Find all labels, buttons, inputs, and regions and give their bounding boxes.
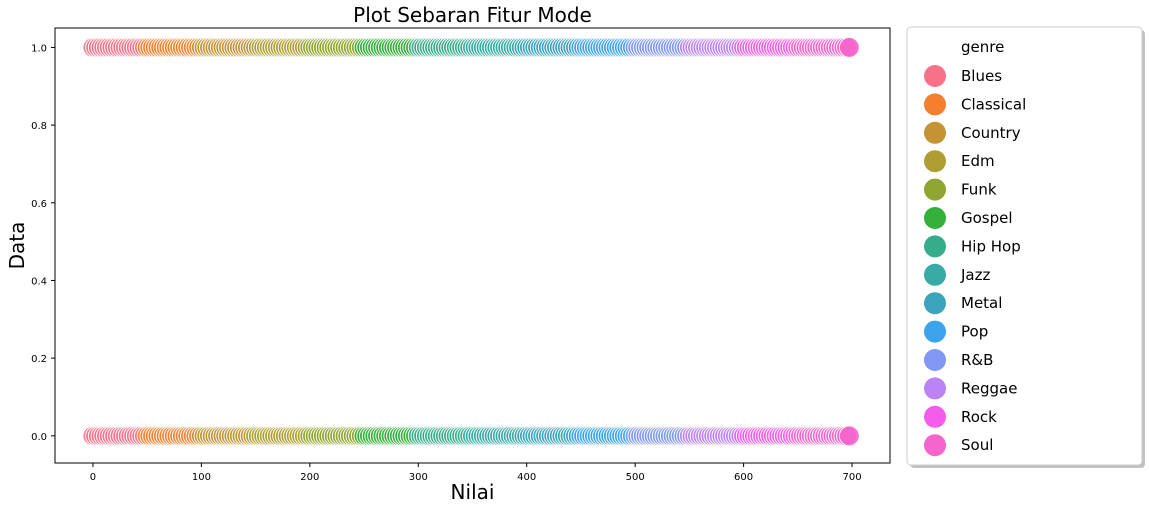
y-axis: 0.0 0.2 0.4 0.6 0.8 1.0 xyxy=(31,43,55,443)
legend-marker xyxy=(924,150,946,173)
legend-marker xyxy=(924,434,946,457)
legend-label: R&B xyxy=(961,351,993,369)
legend-marker xyxy=(924,263,946,286)
legend-title: genre xyxy=(961,38,1004,56)
legend-item: Blues xyxy=(924,65,1002,87)
legend-item: Hip Hop xyxy=(924,235,1021,258)
legend-label: Blues xyxy=(961,67,1002,85)
legend-item: Reggae xyxy=(924,377,1017,400)
legend-item: Jazz xyxy=(924,263,990,286)
legend-item: Funk xyxy=(924,178,997,201)
legend-label: Pop xyxy=(961,323,988,341)
x-axis-label: Nilai xyxy=(451,480,495,504)
y-tick-label: 1.0 xyxy=(31,43,47,54)
x-tick-label: 100 xyxy=(192,472,211,483)
plot-area xyxy=(54,27,891,464)
legend-item: Pop xyxy=(924,320,988,343)
legend-label: Hip Hop xyxy=(961,237,1021,255)
legend-marker xyxy=(924,121,946,144)
legend-marker xyxy=(924,65,946,87)
legend-item: Gospel xyxy=(924,207,1013,229)
legend-item: R&B xyxy=(924,349,993,371)
y-tick-label: 0.4 xyxy=(31,276,47,287)
x-tick-label: 200 xyxy=(300,472,319,483)
scatter-point xyxy=(838,425,860,447)
legend-marker xyxy=(924,405,946,428)
y-tick-label: 0.0 xyxy=(31,432,47,443)
legend-item: Edm xyxy=(924,150,995,173)
legend-item: Soul xyxy=(924,434,993,457)
legend-item: Rock xyxy=(924,405,997,428)
x-axis: 0 100 200 300 400 500 600 700 xyxy=(90,463,862,483)
legend-label: Funk xyxy=(961,181,997,199)
x-tick-label: 300 xyxy=(409,472,428,483)
legend-marker xyxy=(924,235,946,258)
legend-label: Classical xyxy=(961,95,1026,113)
legend-label: Reggae xyxy=(961,379,1017,397)
legend-marker xyxy=(924,292,946,315)
y-tick-label: 0.8 xyxy=(31,121,47,132)
legend-marker xyxy=(924,320,946,343)
x-tick-label: 700 xyxy=(842,472,861,483)
legend-label: Edm xyxy=(961,152,995,170)
x-tick-label: 500 xyxy=(626,472,645,483)
y-axis-label: Data xyxy=(5,222,29,270)
legend-marker xyxy=(924,207,946,229)
legend-marker xyxy=(924,377,946,400)
chart-title: Plot Sebaran Fitur Mode xyxy=(353,3,592,27)
legend: genre Blues Classical Country Edm Funk Gospel… xyxy=(906,26,1145,468)
x-tick-label: 400 xyxy=(517,472,536,483)
legend-label: Country xyxy=(961,124,1021,142)
legend-marker xyxy=(924,178,946,201)
legend-item: Metal xyxy=(924,292,1002,315)
legend-label: Metal xyxy=(961,294,1002,312)
y-tick-label: 0.6 xyxy=(31,199,47,210)
legend-label: Soul xyxy=(961,436,993,454)
legend-marker xyxy=(924,349,946,371)
y-tick-label: 0.2 xyxy=(31,354,47,365)
legend-label: Rock xyxy=(961,408,997,426)
legend-item: Classical xyxy=(924,93,1026,116)
legend-item: Country xyxy=(924,121,1021,144)
legend-marker xyxy=(924,93,946,116)
legend-label: Gospel xyxy=(961,209,1013,227)
legend-label: Jazz xyxy=(960,266,990,284)
x-tick-label: 600 xyxy=(734,472,753,483)
x-tick-label: 0 xyxy=(90,472,96,483)
scatter-point xyxy=(838,36,860,58)
scatter-points xyxy=(82,36,860,447)
